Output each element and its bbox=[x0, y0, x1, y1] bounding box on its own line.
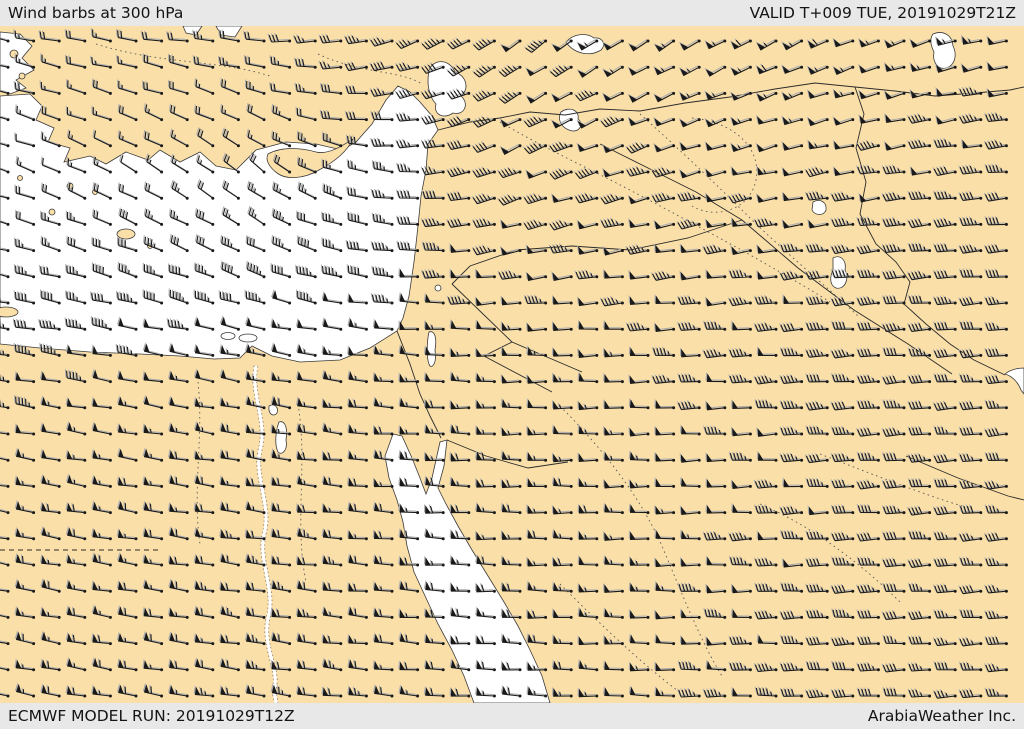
wind-barb-layer bbox=[0, 28, 1008, 699]
admin-line-saudi-3 bbox=[819, 453, 963, 507]
sea-of-galilee bbox=[434, 284, 442, 292]
nile-delta-lagoon bbox=[238, 333, 258, 343]
barb-stroke-shadow bbox=[0, 28, 1006, 698]
model-run-label: ECMWF MODEL RUN: 20191029T12Z bbox=[8, 707, 295, 725]
crete-edge bbox=[0, 306, 19, 318]
lake-tharthar bbox=[811, 200, 827, 215]
footer-bar: ECMWF MODEL RUN: 20191029T12Z ArabiaWeat… bbox=[0, 703, 1024, 729]
border-syria-jordan bbox=[451, 219, 743, 285]
border-syria-iraq bbox=[599, 143, 743, 221]
bitter-lake-small bbox=[268, 404, 278, 416]
islet bbox=[17, 175, 23, 181]
land-background bbox=[0, 26, 1024, 703]
chart-title: Wind barbs at 300 hPa bbox=[8, 4, 184, 22]
admin-line-egypt-1 bbox=[196, 381, 201, 545]
admin-line-saudi-2 bbox=[759, 503, 903, 605]
nile-river bbox=[252, 365, 279, 703]
border-saudi-jordan-east bbox=[446, 439, 569, 469]
map-canvas bbox=[0, 26, 1024, 703]
brand-label: ArabiaWeather Inc. bbox=[867, 707, 1016, 725]
islet bbox=[48, 208, 56, 216]
wind-barb-map bbox=[0, 26, 1024, 703]
admin-line-egypt-2 bbox=[297, 403, 307, 583]
admin-line-saudi-1 bbox=[559, 405, 723, 677]
barb-strokes bbox=[0, 29, 1007, 699]
nile-river-water bbox=[253, 365, 278, 703]
lake-van bbox=[565, 34, 604, 55]
admin-line-iran bbox=[691, 117, 758, 213]
border-kuwait-saudi bbox=[905, 455, 1024, 501]
header-bar: Wind barbs at 300 hPa VALID T+009 TUE, 2… bbox=[0, 0, 1024, 26]
admin-line-turkey-2 bbox=[317, 53, 423, 85]
red-sea bbox=[384, 433, 551, 703]
turkish-lakes bbox=[427, 61, 467, 117]
dead-sea bbox=[426, 331, 437, 367]
bitter-lake-great bbox=[275, 421, 287, 454]
aegean-islet bbox=[18, 72, 26, 80]
valid-time-label: VALID T+009 TUE, 20191029T21Z bbox=[749, 4, 1016, 22]
persian-gulf-tip bbox=[1004, 367, 1024, 395]
rhodes-island bbox=[116, 228, 136, 240]
cyprus-island bbox=[266, 137, 354, 178]
nile-delta-lagoon-west bbox=[220, 332, 236, 340]
border-iran-west bbox=[854, 86, 1006, 376]
euphrates-river bbox=[499, 121, 831, 303]
